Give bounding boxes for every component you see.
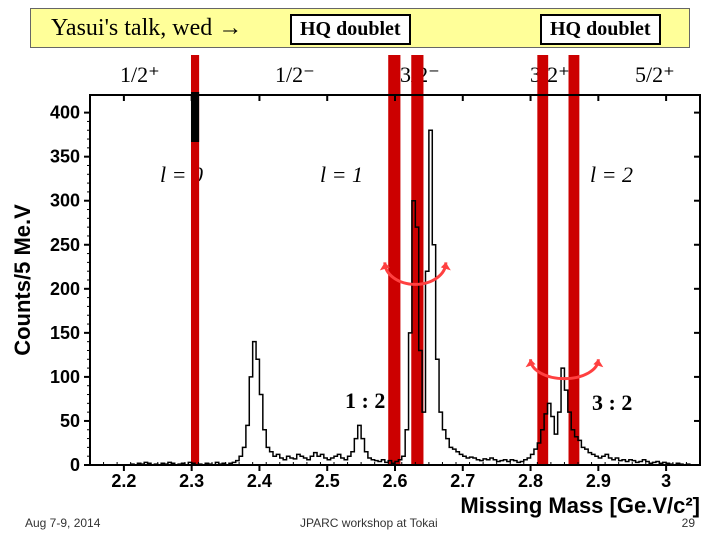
svg-text:Missing Mass [Ge.V/c²]: Missing Mass [Ge.V/c²] <box>460 493 700 518</box>
svg-text:200: 200 <box>50 279 80 299</box>
chart-svg: 0 50 100 150 200 250 300 350 400 2.2 2.3 2.4 2.5 2.6 2… <box>0 0 720 540</box>
svg-text:2.7: 2.7 <box>450 471 475 491</box>
svg-text:2.2: 2.2 <box>111 471 136 491</box>
svg-text:2.4: 2.4 <box>247 471 272 491</box>
svg-text:400: 400 <box>50 103 80 123</box>
svg-text:2.3: 2.3 <box>179 471 204 491</box>
svg-text:100: 100 <box>50 367 80 387</box>
svg-text:150: 150 <box>50 323 80 343</box>
footer-page: 29 <box>682 516 695 530</box>
svg-text:2.6: 2.6 <box>382 471 407 491</box>
svg-text:3: 3 <box>661 471 671 491</box>
footer-date: Aug 7-9, 2014 <box>25 516 100 530</box>
svg-text:50: 50 <box>60 411 80 431</box>
svg-text:0: 0 <box>70 455 80 475</box>
svg-text:250: 250 <box>50 235 80 255</box>
svg-text:300: 300 <box>50 191 80 211</box>
footer-venue: JPARC workshop at Tokai <box>300 516 438 530</box>
svg-text:2.9: 2.9 <box>586 471 611 491</box>
svg-text:Counts/5 Me.V: Counts/5 Me.V <box>10 204 35 356</box>
svg-text:2.5: 2.5 <box>315 471 340 491</box>
svg-text:2.8: 2.8 <box>518 471 543 491</box>
svg-text:350: 350 <box>50 147 80 167</box>
